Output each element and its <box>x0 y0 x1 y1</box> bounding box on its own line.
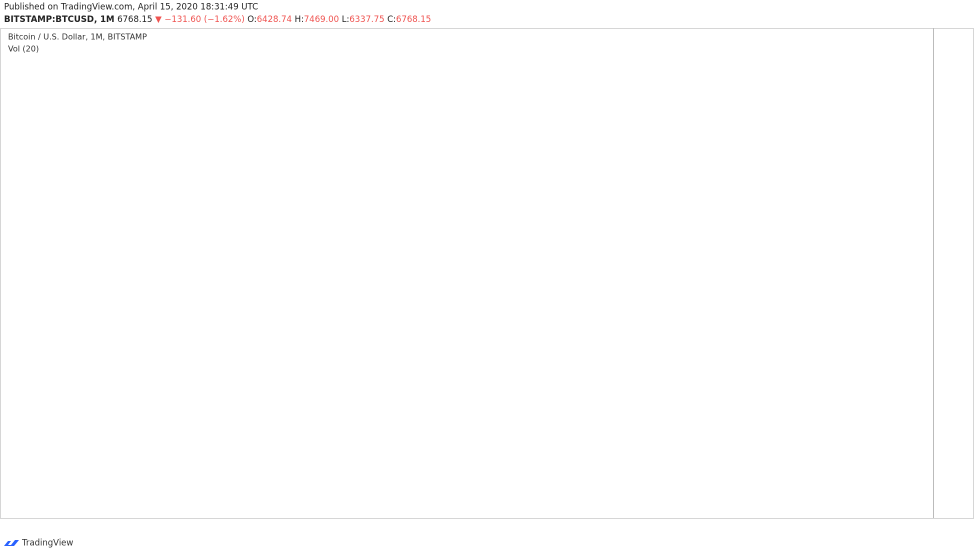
l-label: L: <box>342 15 350 25</box>
close: 6768.15 <box>396 15 431 25</box>
low: 6337.75 <box>349 15 384 25</box>
chart-title: Bitcoin / U.S. Dollar, 1M, BITSTAMP <box>8 33 147 42</box>
last: 6768.15 <box>117 15 152 25</box>
symbol: BITSTAMP:BTCUSD, 1M <box>4 15 115 25</box>
volume-legend: Vol (20) <box>8 45 39 54</box>
published: Published on TradingView.com, April 15, … <box>4 3 258 13</box>
open: 6428.74 <box>257 15 292 25</box>
h-label: H: <box>295 15 304 25</box>
frame <box>0 28 974 519</box>
symbol-line: BITSTAMP:BTCUSD, 1M 6768.15 ▼ −131.60 (−… <box>4 15 431 25</box>
o-label: O: <box>247 15 256 25</box>
change: ▼ −131.60 (−1.62%) <box>155 15 245 25</box>
brand: TradingView <box>21 539 73 549</box>
logo: TradingView <box>4 539 73 549</box>
c-label: C: <box>387 15 396 25</box>
high: 7469.00 <box>304 15 339 25</box>
